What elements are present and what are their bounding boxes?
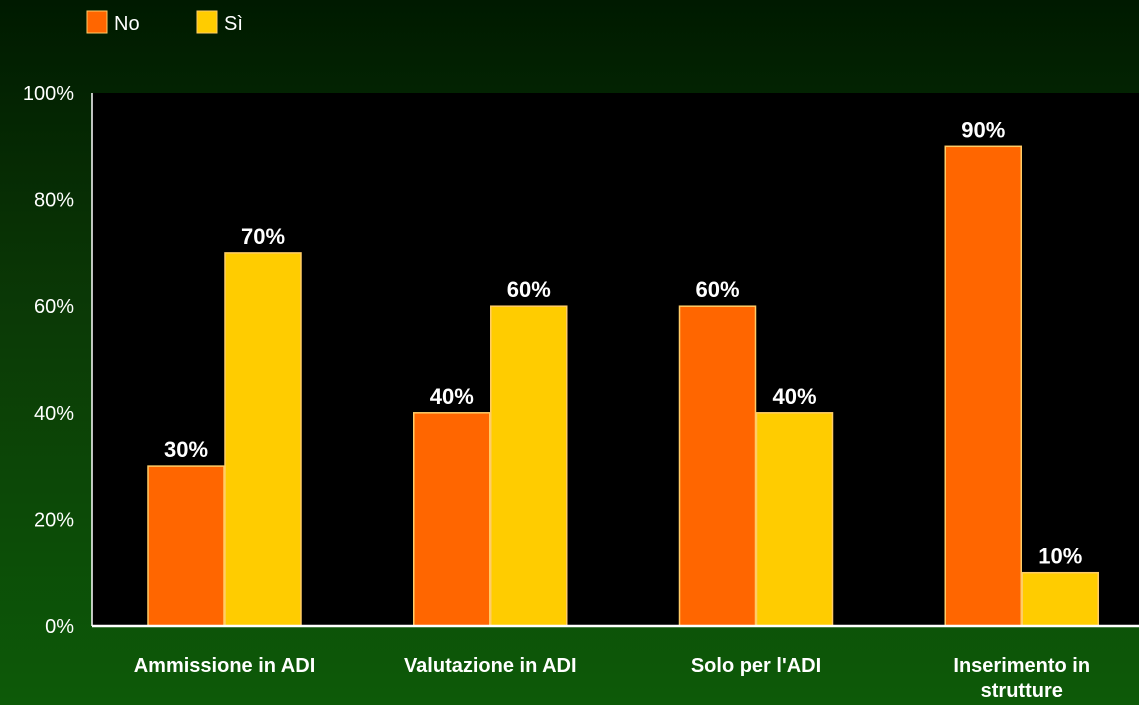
data-label: 40% <box>430 384 474 409</box>
bar-s-2 <box>755 412 834 627</box>
x-category-label: strutture <box>981 680 1063 702</box>
bar-s-1 <box>490 305 568 627</box>
data-label: 30% <box>164 437 208 462</box>
y-tick-label: 40% <box>34 403 74 425</box>
bar-s-0 <box>224 252 302 627</box>
x-category-label: Valutazione in ADI <box>404 655 577 677</box>
y-tick-label: 100% <box>23 83 74 105</box>
data-label: 90% <box>961 117 1005 142</box>
data-label: 10% <box>1038 544 1082 569</box>
legend-label-0: No <box>114 13 140 35</box>
data-label: 70% <box>241 224 285 249</box>
data-label: 60% <box>695 277 739 302</box>
legend-label-1: Sì <box>224 13 243 35</box>
y-tick-label: 80% <box>34 190 74 212</box>
chart-legend: No Sì <box>86 10 243 35</box>
legend-swatch-1 <box>196 10 218 34</box>
bars-group: 30% 70% 40% 60% 60% 40% 90% 10% <box>147 117 1099 627</box>
bar-no-0 <box>147 465 225 627</box>
y-tick-label: 60% <box>34 296 74 318</box>
y-tick-label: 20% <box>34 509 74 531</box>
bar-no-3 <box>944 145 1022 627</box>
x-category-label: Inserimento in <box>953 655 1090 677</box>
x-category-label: Ammissione in ADI <box>134 655 316 677</box>
data-label: 40% <box>772 384 816 409</box>
x-category-label: Solo per l'ADI <box>691 655 821 677</box>
bar-s-3 <box>1021 571 1099 627</box>
bar-no-2 <box>678 305 757 627</box>
y-tick-label: 0% <box>45 616 74 638</box>
bar-no-1 <box>413 412 491 627</box>
legend-swatch-0 <box>86 10 108 34</box>
data-label: 60% <box>507 277 551 302</box>
x-axis: Ammissione in ADI Valutazione in ADI Solo … <box>92 624 1139 702</box>
y-axis: 0% 20% 40% 60% 80% 100% <box>23 83 93 638</box>
